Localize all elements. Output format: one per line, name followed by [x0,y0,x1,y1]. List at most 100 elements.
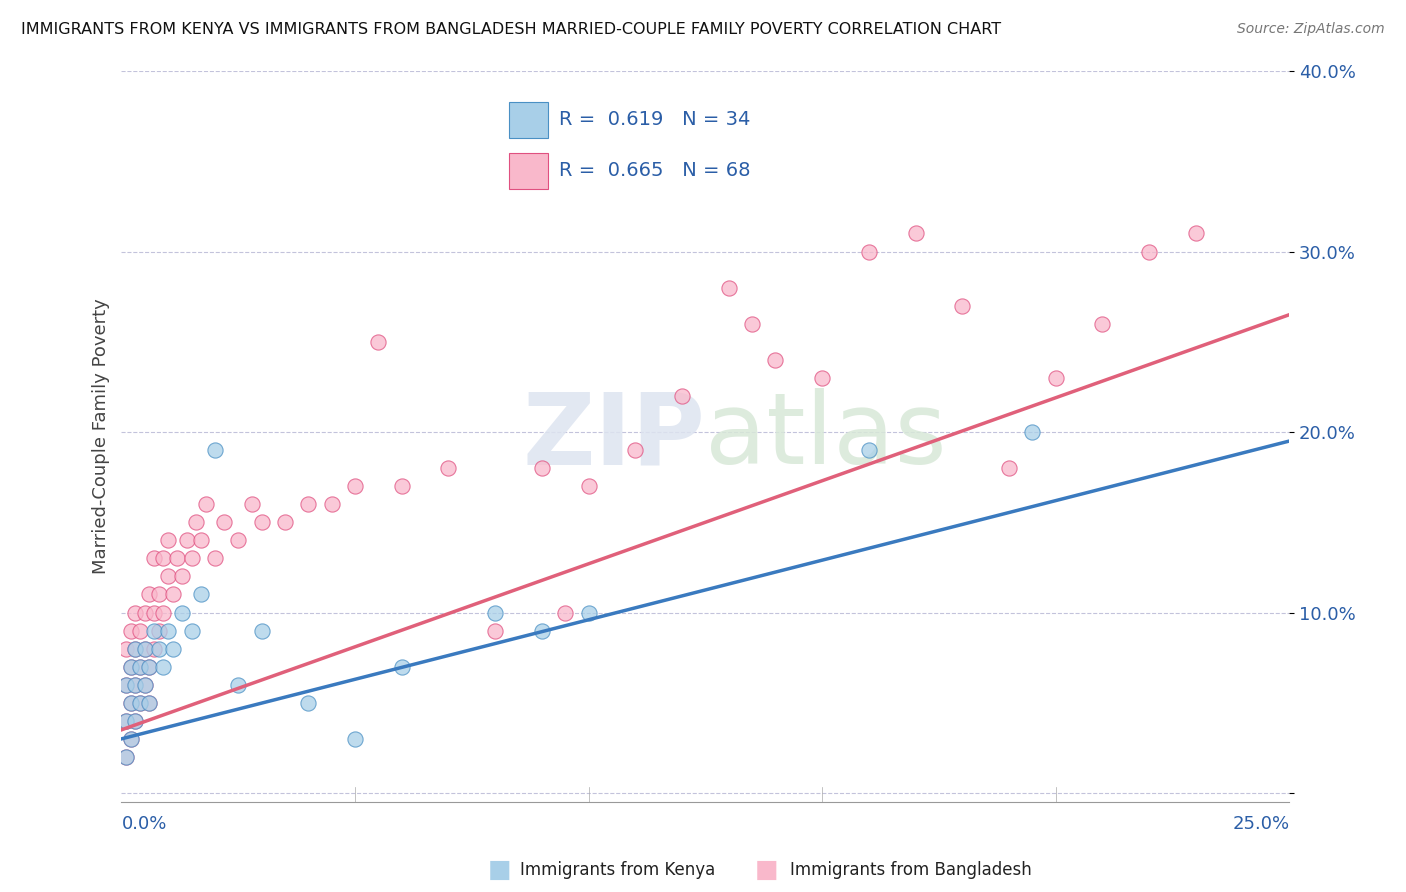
Point [124,641,146,656]
Point [143,551,166,566]
Point [172,569,194,583]
Point [134,678,156,692]
Point [671,389,693,403]
Point [226,533,249,548]
Point [115,714,138,728]
Point [578,606,600,620]
Point [120,624,142,638]
Text: atlas: atlas [706,388,948,485]
Point [162,641,184,656]
Point [138,659,160,673]
Point [115,714,138,728]
Point [172,606,194,620]
Point [134,606,156,620]
Point [484,606,506,620]
Point [717,280,740,294]
Point [157,533,180,548]
Point [129,624,152,638]
Point [152,606,174,620]
Point [240,497,263,511]
Point [950,299,973,313]
Point [1137,244,1160,259]
Point [152,659,174,673]
Point [138,696,160,710]
Point [152,551,174,566]
Point [186,516,208,530]
Point [129,659,152,673]
Y-axis label: Married-Couple Family Poverty: Married-Couple Family Poverty [93,299,110,574]
Point [129,696,152,710]
Point [115,750,138,764]
Point [120,659,142,673]
Point [134,678,156,692]
Point [143,606,166,620]
Point [148,587,170,601]
Point [904,227,927,241]
Point [115,750,138,764]
Point [250,624,273,638]
Point [624,443,647,458]
Point [180,551,202,566]
Point [115,641,138,656]
Point [115,678,138,692]
Text: ZIP: ZIP [523,388,706,485]
Point [124,606,146,620]
Point [134,641,156,656]
Point [129,659,152,673]
Point [124,678,146,692]
Text: IMMIGRANTS FROM KENYA VS IMMIGRANTS FROM BANGLADESH MARRIED-COUPLE FAMILY POVERT: IMMIGRANTS FROM KENYA VS IMMIGRANTS FROM… [21,22,1001,37]
Point [157,569,180,583]
Point [530,624,553,638]
Text: ■: ■ [488,858,510,881]
Point [120,659,142,673]
Point [321,497,343,511]
Text: Immigrants from Kenya: Immigrants from Kenya [520,861,716,879]
Point [998,461,1021,475]
Point [124,714,146,728]
Point [166,551,188,566]
Point [367,334,389,349]
Point [858,443,880,458]
Point [176,533,198,548]
Point [138,587,160,601]
Point [530,461,553,475]
Point [157,624,180,638]
Text: Source: ZipAtlas.com: Source: ZipAtlas.com [1237,22,1385,37]
Point [190,587,212,601]
Point [765,352,787,367]
Text: 25.0%: 25.0% [1232,815,1289,833]
Point [1021,425,1043,439]
Point [343,731,366,746]
Point [343,479,366,493]
Point [204,443,226,458]
Text: Immigrants from Bangladesh: Immigrants from Bangladesh [790,861,1032,879]
Point [274,516,297,530]
Point [124,714,146,728]
Point [134,641,156,656]
Point [115,678,138,692]
Point [120,731,142,746]
Point [180,624,202,638]
Point [554,606,576,620]
Point [143,624,166,638]
Point [143,641,166,656]
Point [297,696,319,710]
Point [226,678,249,692]
Point [124,641,146,656]
Point [484,624,506,638]
Point [120,696,142,710]
Point [391,659,413,673]
Point [190,533,212,548]
Point [124,678,146,692]
Point [858,244,880,259]
Point [138,696,160,710]
Point [148,641,170,656]
Point [391,479,413,493]
Point [1185,227,1208,241]
Point [138,659,160,673]
Point [120,696,142,710]
Point [250,516,273,530]
Point [204,551,226,566]
Point [148,624,170,638]
Point [212,516,235,530]
